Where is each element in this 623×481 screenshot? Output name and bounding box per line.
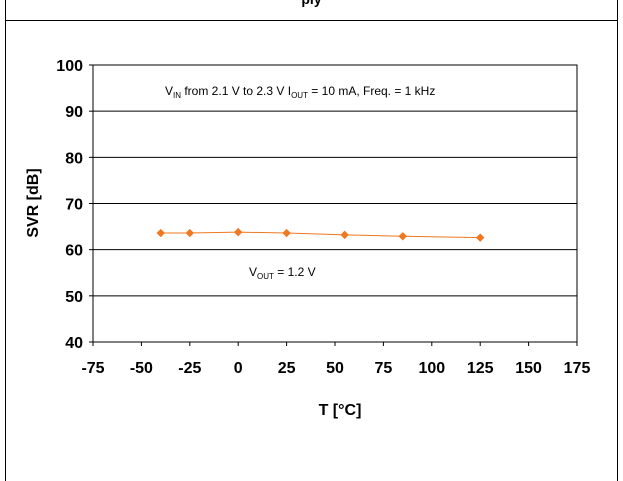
cutoff-title: ply (0, 0, 623, 7)
vout-annotation: VOUT = 1.2 V (249, 265, 316, 281)
x-tick-label: -50 (130, 360, 153, 377)
gridlines (93, 64, 577, 297)
data-point-marker (233, 227, 243, 237)
series-group (156, 227, 485, 242)
x-tick-label: 100 (418, 360, 445, 377)
x-tick-label: -75 (81, 360, 104, 377)
x-tick-label: 150 (515, 360, 542, 377)
data-point-marker (185, 228, 195, 238)
y-tick-label: 50 (65, 289, 83, 306)
y-tick-label: 100 (56, 58, 83, 75)
data-point-marker (156, 228, 165, 238)
data-point-marker (282, 228, 291, 238)
y-tick-label: 40 (65, 335, 83, 352)
x-tick-label: 175 (564, 360, 591, 377)
x-tick-label: 0 (234, 360, 243, 377)
x-tick-label: 25 (278, 360, 296, 377)
y-tick-label: 70 (65, 197, 83, 214)
y-tick-label: 90 (65, 104, 83, 121)
y-tick-label: 60 (65, 243, 83, 260)
x-axis-label: T [°C] (319, 402, 362, 419)
x-tick-label: 50 (326, 360, 344, 377)
y-axis-label: SVR [dB] (25, 168, 42, 237)
data-point-marker (475, 233, 485, 242)
conditions-annotation: VIN from 2.1 V to 2.3 V IOUT = 10 mA, Fr… (165, 84, 435, 100)
x-tick-label: 75 (375, 360, 393, 377)
x-tick-label: -25 (178, 360, 201, 377)
figure-frame (5, 0, 618, 481)
axis-ticks: 40 50 60 70 80 90 100 -75 -50 -25 0 25 50 75 100 125 150… (56, 58, 590, 377)
series-line (160, 231, 481, 239)
x-tick-label: 125 (467, 360, 494, 377)
data-point-marker (398, 232, 407, 241)
data-point-marker (340, 230, 349, 240)
figure-top-border (5, 20, 618, 21)
y-tick-label: 80 (65, 150, 83, 167)
